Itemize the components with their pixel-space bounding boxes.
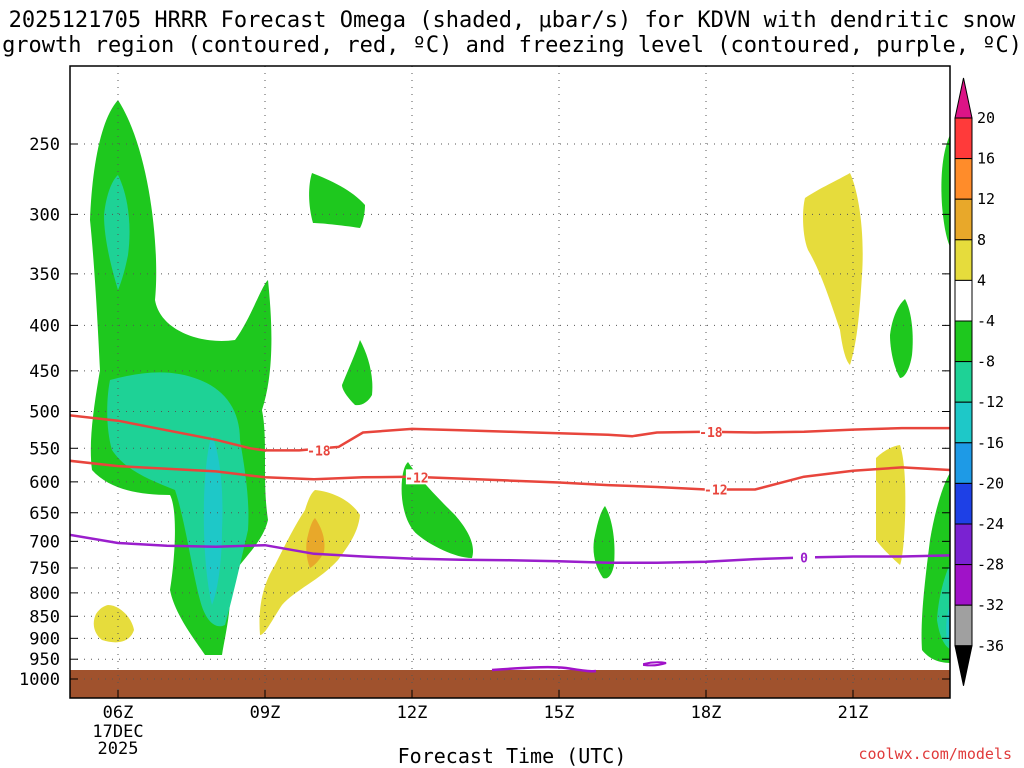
- colorbar-top-arrow: [954, 77, 973, 119]
- omega-cell-yellow-20z: [803, 173, 863, 365]
- y-axis: 2503003504004505005506006507007508008509…: [19, 135, 950, 690]
- colorbar-swatch: [954, 279, 973, 322]
- y-tick-label: 400: [29, 316, 60, 336]
- colorbar-label: -32: [977, 596, 1004, 614]
- title-line-2: growth region (contoured, red, ºC) and f…: [2, 33, 1022, 58]
- colorbar-bottom-arrow: [954, 645, 973, 686]
- y-tick-label: 1000: [19, 670, 60, 690]
- omega-cell-green-upper-09z: [309, 173, 365, 228]
- colorbar-label: 4: [977, 271, 986, 289]
- contour-label-bg: [793, 549, 815, 565]
- y-tick-label: 350: [29, 265, 60, 285]
- omega-cell-green-12z: [401, 462, 474, 558]
- contour-label-bg: [704, 481, 727, 497]
- y-tick-label: 500: [29, 403, 60, 423]
- colorbar-label: 20: [977, 109, 995, 127]
- colorbar-label: -20: [977, 474, 1004, 492]
- x-axis-title: Forecast Time (UTC): [397, 744, 627, 768]
- y-tick-label: 450: [29, 362, 60, 382]
- colorbar-label: -16: [977, 434, 1004, 452]
- contour-label-dgz-upper: -18: [307, 444, 331, 459]
- y-tick-label: 250: [29, 135, 60, 155]
- y-tick-label: 750: [29, 559, 60, 579]
- contour-lines: -18 -18 -12 -12 0: [70, 414, 950, 567]
- x-tick-label: 12Z: [397, 703, 428, 723]
- title-line-1: 2025121705 HRRR Forecast Omega (shaded, …: [8, 8, 1016, 33]
- omega-cell-yellow-22z: [876, 445, 906, 565]
- colorbar-swatch: [954, 482, 973, 525]
- omega-cell-green-10z: [342, 340, 373, 406]
- contour-label-freezing-level: 0: [800, 552, 808, 567]
- x-tick-label: 21Z: [838, 703, 869, 723]
- colorbar-label: 8: [977, 231, 986, 249]
- omega-shading: [90, 100, 950, 663]
- colorbar-label: -24: [977, 515, 1004, 533]
- y-tick-label: 550: [29, 439, 60, 459]
- colorbar-swatch: [954, 442, 973, 484]
- freezing-level-trace-17z: [643, 661, 667, 667]
- omega-area-teal-upper: [104, 175, 130, 290]
- colorbar-swatch: [954, 564, 973, 606]
- contour-label-bg: [405, 469, 428, 485]
- y-tick-label: 850: [29, 607, 60, 627]
- omega-cell-yellow-05z: [93, 605, 134, 643]
- colorbar-label: -28: [977, 556, 1004, 574]
- omega-cell-cyan-right-lower: [946, 604, 950, 642]
- colorbar-swatch: [954, 401, 973, 444]
- colorbar-swatch: [954, 117, 973, 160]
- omega-cell-green-16z: [593, 506, 615, 579]
- omega-cell-green-right-upper: [941, 135, 950, 247]
- y-tick-label: 650: [29, 504, 60, 524]
- y-tick-label: 950: [29, 650, 60, 670]
- colorbar-label: -4: [977, 312, 995, 330]
- contour-label-bg: [307, 442, 330, 458]
- contour-label-dgz-lower: -12: [405, 471, 428, 486]
- y-tick-label: 300: [29, 205, 60, 225]
- contour-label-bg: [699, 423, 722, 439]
- colorbar-swatch: [954, 158, 973, 200]
- omega-cell-orange-10z: [306, 518, 325, 568]
- y-tick-label: 800: [29, 584, 60, 604]
- freezing-level-trace-15z: [491, 665, 597, 673]
- omega-area-cyan-core: [203, 435, 223, 605]
- colorbar-swatch: [954, 361, 973, 403]
- x-date-label: 17DEC: [92, 722, 143, 742]
- colorbar: 20 16 12 8 4 -4 -8 -12 -16 -20 -24 -28 -32 -36: [954, 77, 1004, 686]
- colorbar-swatch: [954, 523, 973, 566]
- y-tick-label: 700: [29, 532, 60, 552]
- freezing-level-surface-traces: [491, 661, 667, 673]
- colorbar-label: 16: [977, 150, 995, 168]
- plot-frame: [69, 65, 951, 699]
- ground-surface: [70, 670, 950, 698]
- y-tick-label: 600: [29, 473, 60, 493]
- x-date-label: 2025: [98, 739, 139, 759]
- colorbar-label: -12: [977, 393, 1004, 411]
- colorbar-swatch: [954, 604, 973, 647]
- colorbar-label: -36: [977, 637, 1004, 655]
- colorbar-swatch: [954, 239, 973, 281]
- site-credit: coolwx.com/models: [858, 745, 1012, 763]
- x-tick-label: 09Z: [250, 703, 281, 723]
- contour-label-dgz-lower: -12: [704, 484, 727, 499]
- x-tick-label: 06Z: [103, 703, 134, 723]
- colorbar-swatch: [954, 320, 973, 363]
- grid: [70, 66, 950, 698]
- x-tick-label: 18Z: [691, 703, 722, 723]
- dgz-lower-contour: [70, 459, 950, 491]
- x-tick-label: 15Z: [544, 703, 575, 723]
- contour-label-dgz-upper: -18: [699, 426, 723, 441]
- colorbar-label: -8: [977, 353, 995, 371]
- colorbar-label: 12: [977, 190, 995, 208]
- y-tick-label: 900: [29, 629, 60, 649]
- colorbar-swatch: [954, 198, 973, 241]
- omega-cell-green-22z: [890, 299, 913, 378]
- dgz-upper-contour: [70, 414, 950, 452]
- chart-title: 2025121705 HRRR Forecast Omega (shaded, …: [0, 8, 1024, 58]
